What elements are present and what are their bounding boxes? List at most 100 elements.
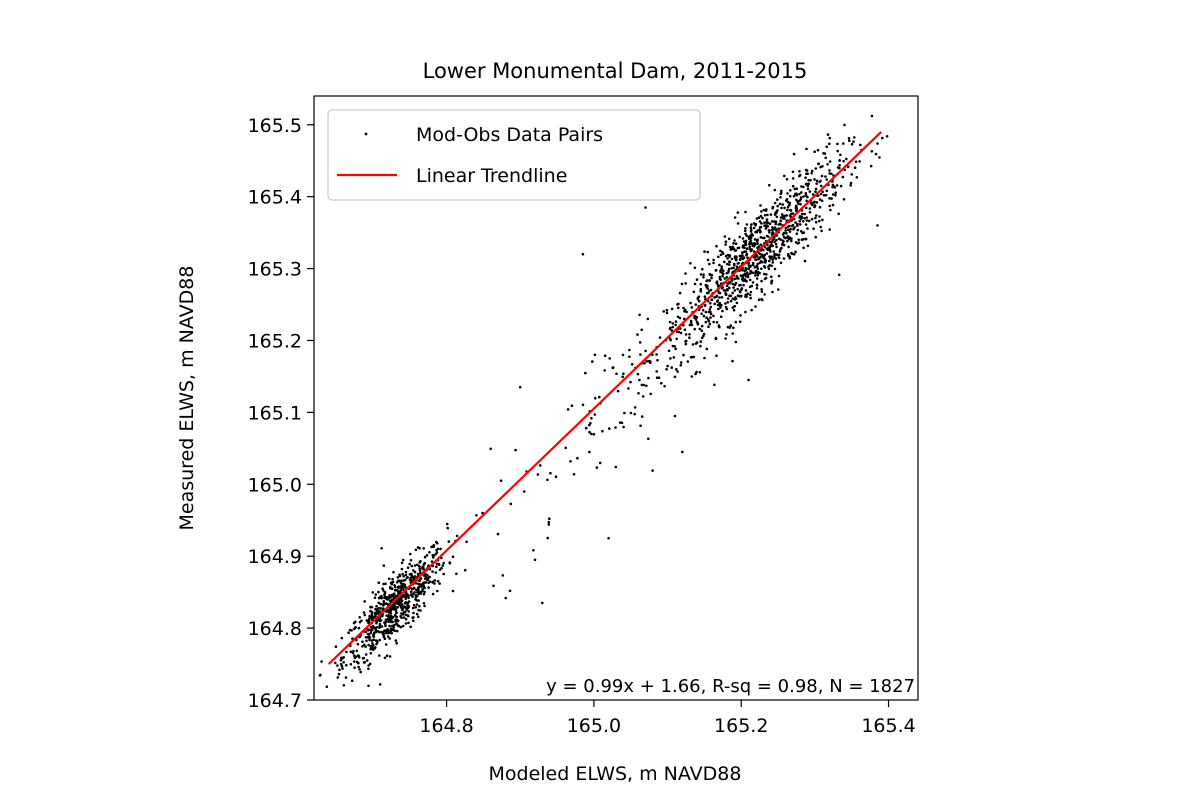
data-point	[707, 310, 711, 314]
data-point	[412, 603, 416, 607]
data-point	[804, 223, 808, 226]
data-point	[404, 597, 408, 601]
data-point	[384, 602, 388, 605]
data-point	[728, 254, 732, 257]
data-point	[376, 610, 379, 614]
data-point	[738, 294, 741, 298]
data-point	[774, 222, 777, 226]
data-point	[431, 592, 435, 596]
data-point	[784, 199, 788, 202]
data-point	[435, 540, 438, 544]
data-point	[389, 608, 393, 611]
data-point	[722, 272, 725, 276]
data-point	[756, 262, 759, 266]
data-point	[853, 166, 857, 169]
data-point	[846, 165, 850, 169]
data-point	[822, 194, 826, 197]
data-point	[352, 621, 356, 625]
data-point	[691, 343, 695, 346]
data-point	[728, 286, 731, 290]
data-point	[855, 176, 859, 179]
data-point	[377, 596, 381, 600]
data-point	[786, 239, 789, 243]
data-point	[400, 612, 403, 615]
data-point	[779, 196, 782, 199]
data-point	[621, 353, 625, 357]
data-point	[689, 262, 692, 265]
data-point	[752, 250, 756, 253]
data-point	[369, 647, 373, 651]
data-point	[719, 253, 723, 257]
data-point	[786, 208, 789, 212]
data-point	[749, 234, 752, 237]
data-point	[735, 265, 739, 269]
data-point	[372, 644, 375, 647]
data-point	[817, 162, 820, 166]
data-point	[743, 229, 747, 233]
data-point	[777, 256, 781, 260]
data-point	[820, 174, 824, 178]
data-point	[347, 631, 350, 634]
data-point	[422, 583, 425, 586]
data-point	[364, 636, 368, 639]
data-point	[825, 189, 829, 193]
data-point	[431, 580, 435, 584]
data-point	[365, 639, 368, 643]
data-point	[839, 153, 842, 157]
data-point	[794, 221, 797, 224]
data-point	[709, 316, 712, 319]
data-point	[736, 222, 740, 225]
data-point	[377, 581, 381, 584]
data-point	[393, 613, 397, 617]
data-point	[683, 308, 687, 312]
data-point	[407, 621, 410, 625]
data-point	[641, 395, 645, 398]
data-point	[733, 239, 736, 242]
data-point	[339, 662, 343, 666]
data-point	[410, 587, 414, 591]
y-tick-label: 165.3	[248, 259, 302, 281]
data-point	[649, 392, 652, 396]
data-point	[715, 321, 719, 324]
data-point	[409, 558, 413, 562]
data-point	[350, 679, 354, 682]
data-point	[699, 287, 703, 291]
data-point	[384, 620, 388, 624]
data-point	[792, 217, 796, 221]
data-point	[753, 243, 757, 246]
data-point	[751, 261, 755, 265]
data-point	[733, 277, 736, 281]
data-point	[404, 573, 408, 577]
data-point	[791, 184, 795, 188]
data-point	[418, 564, 421, 568]
data-point	[703, 356, 706, 360]
data-point	[831, 203, 835, 207]
data-point	[745, 234, 748, 238]
data-point	[496, 532, 500, 536]
data-point	[418, 546, 421, 550]
y-tick-label: 165.2	[248, 330, 302, 352]
data-point	[750, 308, 753, 312]
data-point	[778, 202, 782, 206]
data-point	[820, 229, 823, 233]
data-point	[815, 179, 819, 183]
data-point	[414, 606, 418, 609]
data-point	[415, 612, 419, 616]
data-point	[773, 240, 776, 243]
data-point	[742, 240, 746, 243]
data-point	[423, 581, 426, 584]
data-point	[689, 356, 693, 359]
data-point	[698, 371, 702, 374]
data-point	[710, 276, 713, 280]
data-point	[400, 607, 404, 611]
data-point	[759, 230, 762, 233]
data-point	[380, 547, 383, 550]
data-point	[669, 357, 672, 360]
data-point	[566, 408, 570, 411]
data-point	[789, 227, 792, 231]
data-point	[810, 217, 814, 221]
data-point	[382, 582, 385, 586]
data-point	[755, 217, 759, 220]
data-point	[724, 243, 727, 246]
data-point	[350, 629, 353, 632]
